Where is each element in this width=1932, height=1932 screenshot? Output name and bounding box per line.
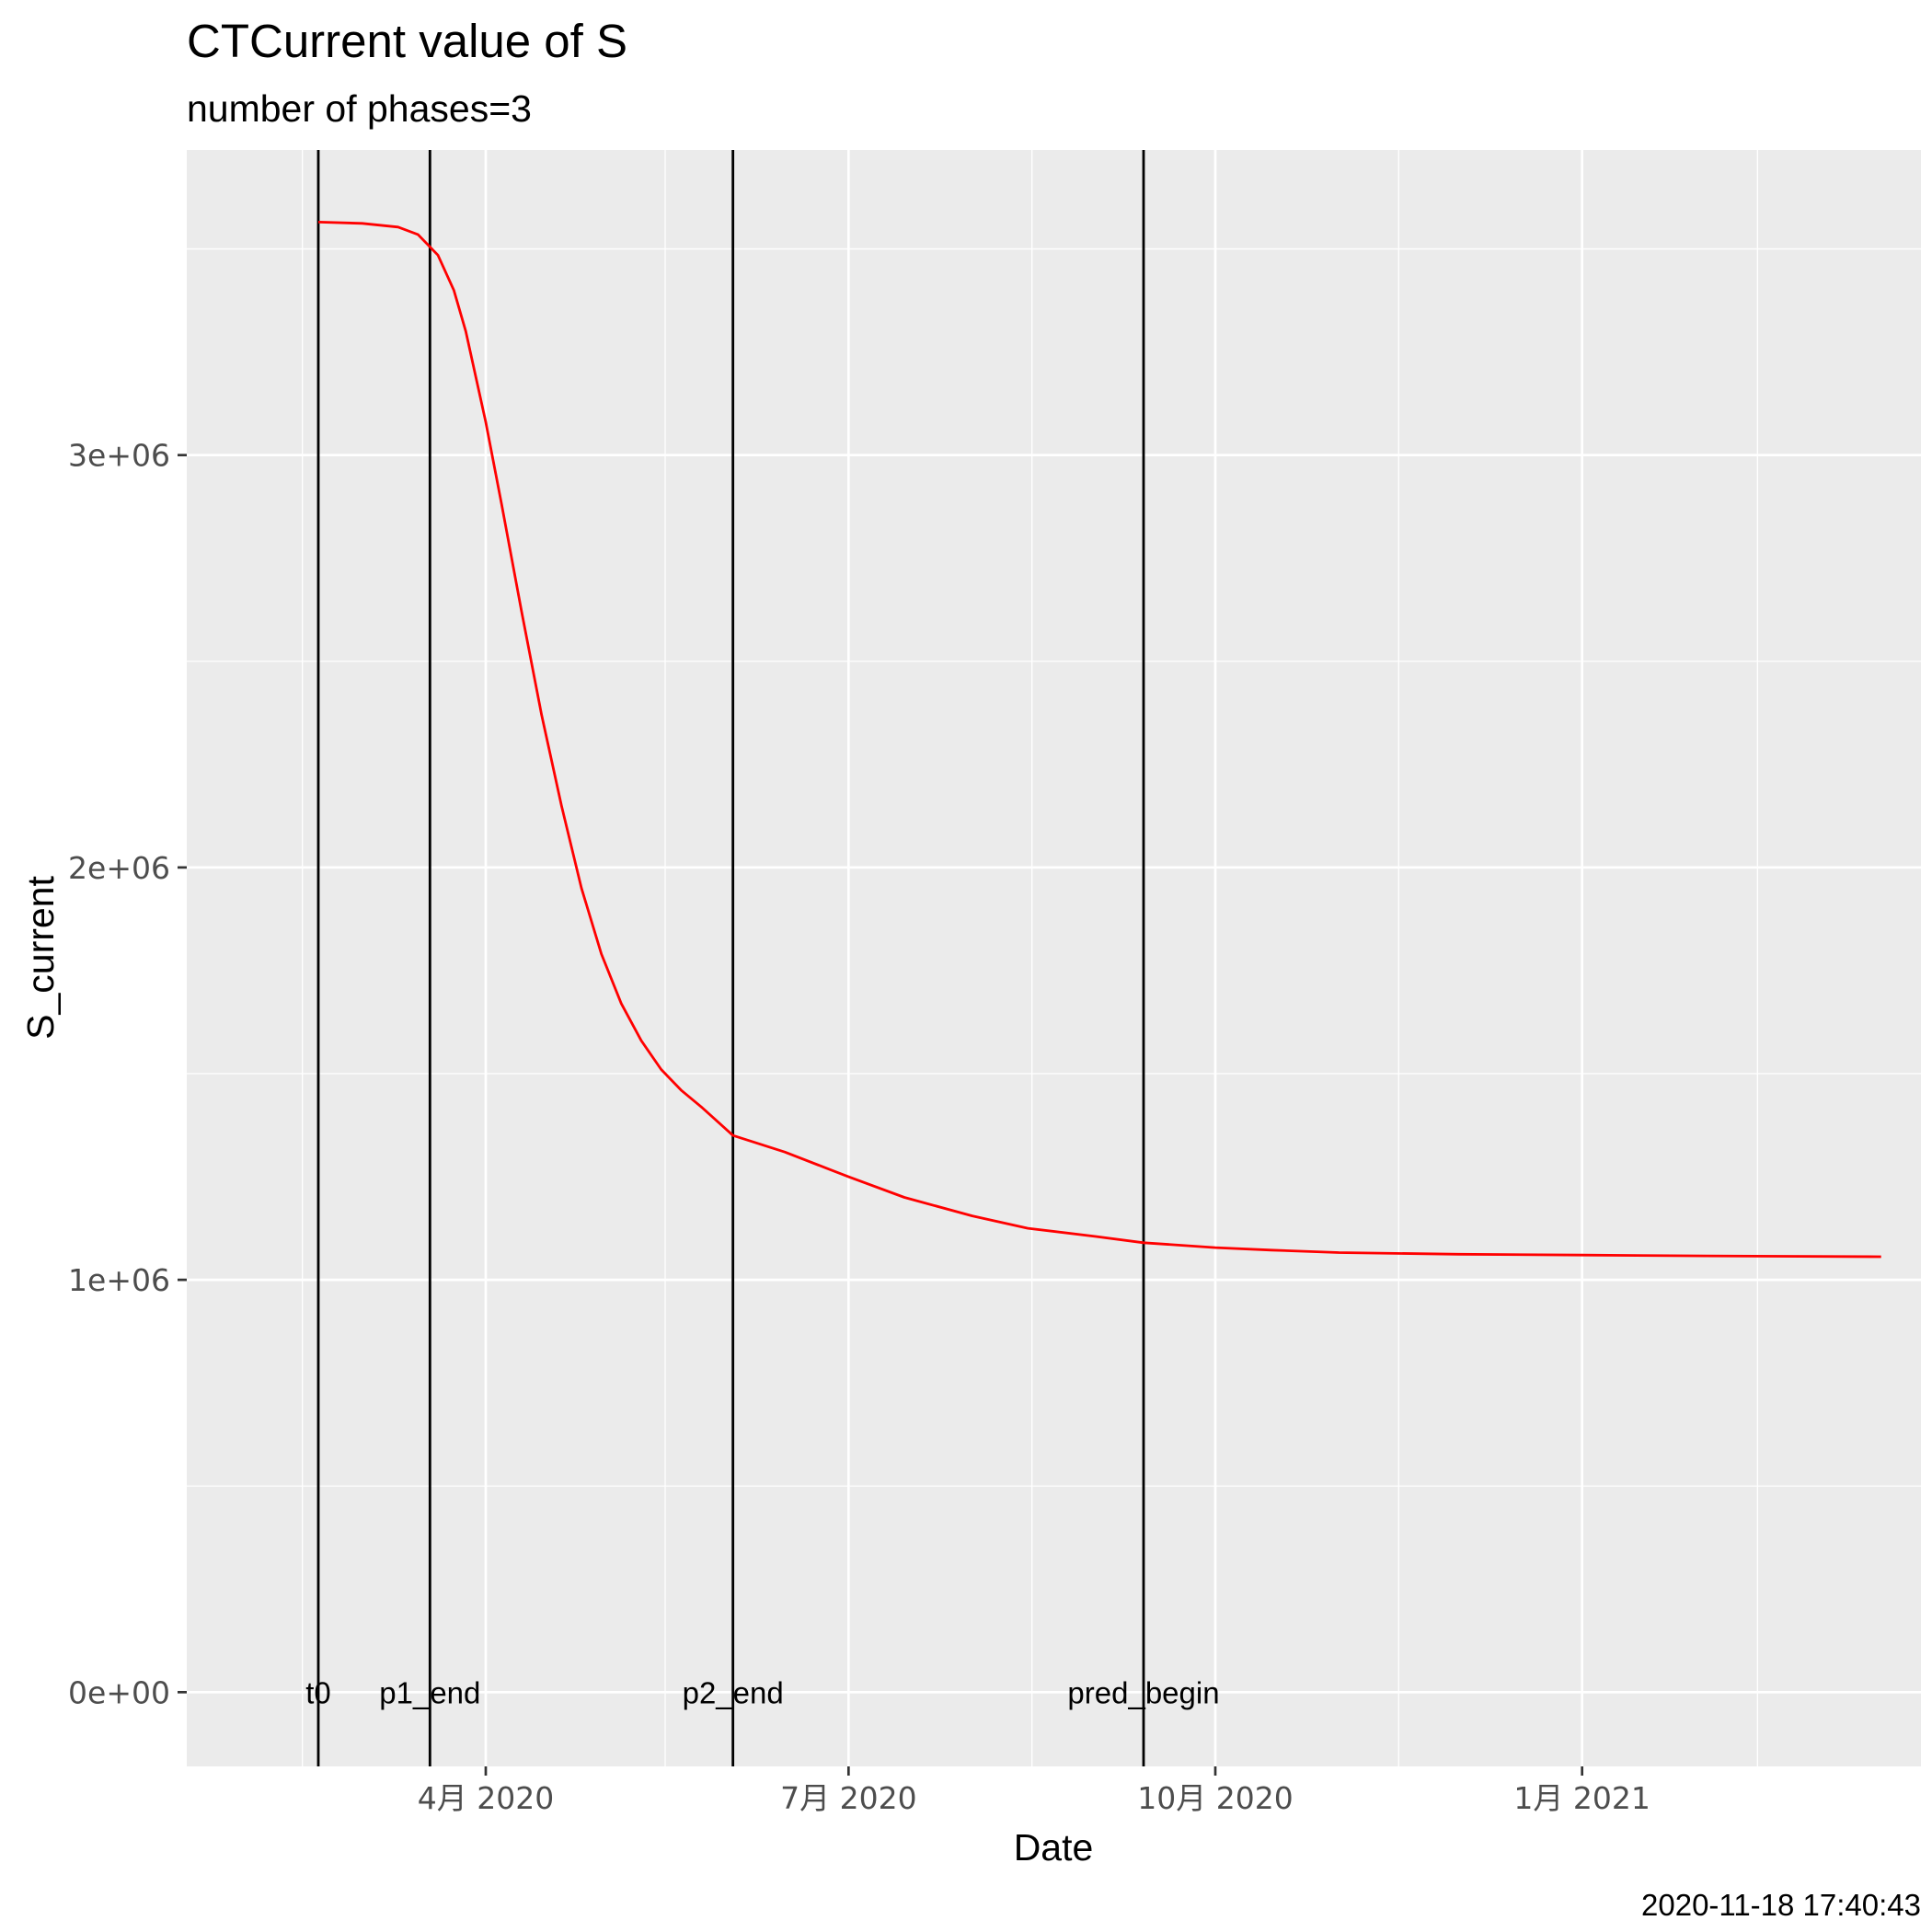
y-tick-label: 2e+06	[68, 850, 170, 886]
series-line	[317, 221, 1881, 1259]
minor-gridlines	[187, 150, 1921, 1766]
chart-title: CTCurrent value of S	[187, 15, 627, 67]
phase-label: t0	[305, 1675, 331, 1709]
plot-panel	[187, 150, 1921, 1766]
series-layer	[317, 221, 1881, 1259]
y-axis: 0e+00 1e+06 2e+06 3e+06	[68, 438, 187, 1710]
phase-lines	[316, 150, 1145, 1766]
x-axis-title: Date	[1014, 1826, 1094, 1869]
major-gridlines	[187, 150, 1921, 1766]
x-tick-label: 7月 2020	[780, 1780, 916, 1816]
x-axis: 4月 2020 7月 2020 10月 2020 1月 2021	[418, 1766, 1650, 1816]
phase-label: pred_begin	[1067, 1675, 1219, 1709]
chart-subtitle: number of phases=3	[187, 87, 532, 130]
chart-caption: 2020-11-18 17:40:43	[1641, 1888, 1921, 1922]
y-tick-label: 1e+06	[68, 1262, 170, 1298]
x-tick-label: 10月 2020	[1137, 1780, 1293, 1816]
x-tick-label: 4月 2020	[418, 1780, 554, 1816]
y-tick-label: 0e+00	[68, 1674, 170, 1710]
y-tick-label: 3e+06	[68, 438, 170, 474]
x-tick-label: 1月 2021	[1513, 1780, 1650, 1816]
phase-labels: t0 p1_end p2_end pred_begin	[305, 1675, 1219, 1709]
y-axis-title: S_current	[19, 876, 62, 1040]
phase-label: p1_end	[379, 1675, 480, 1709]
phase-label: p2_end	[683, 1675, 784, 1709]
